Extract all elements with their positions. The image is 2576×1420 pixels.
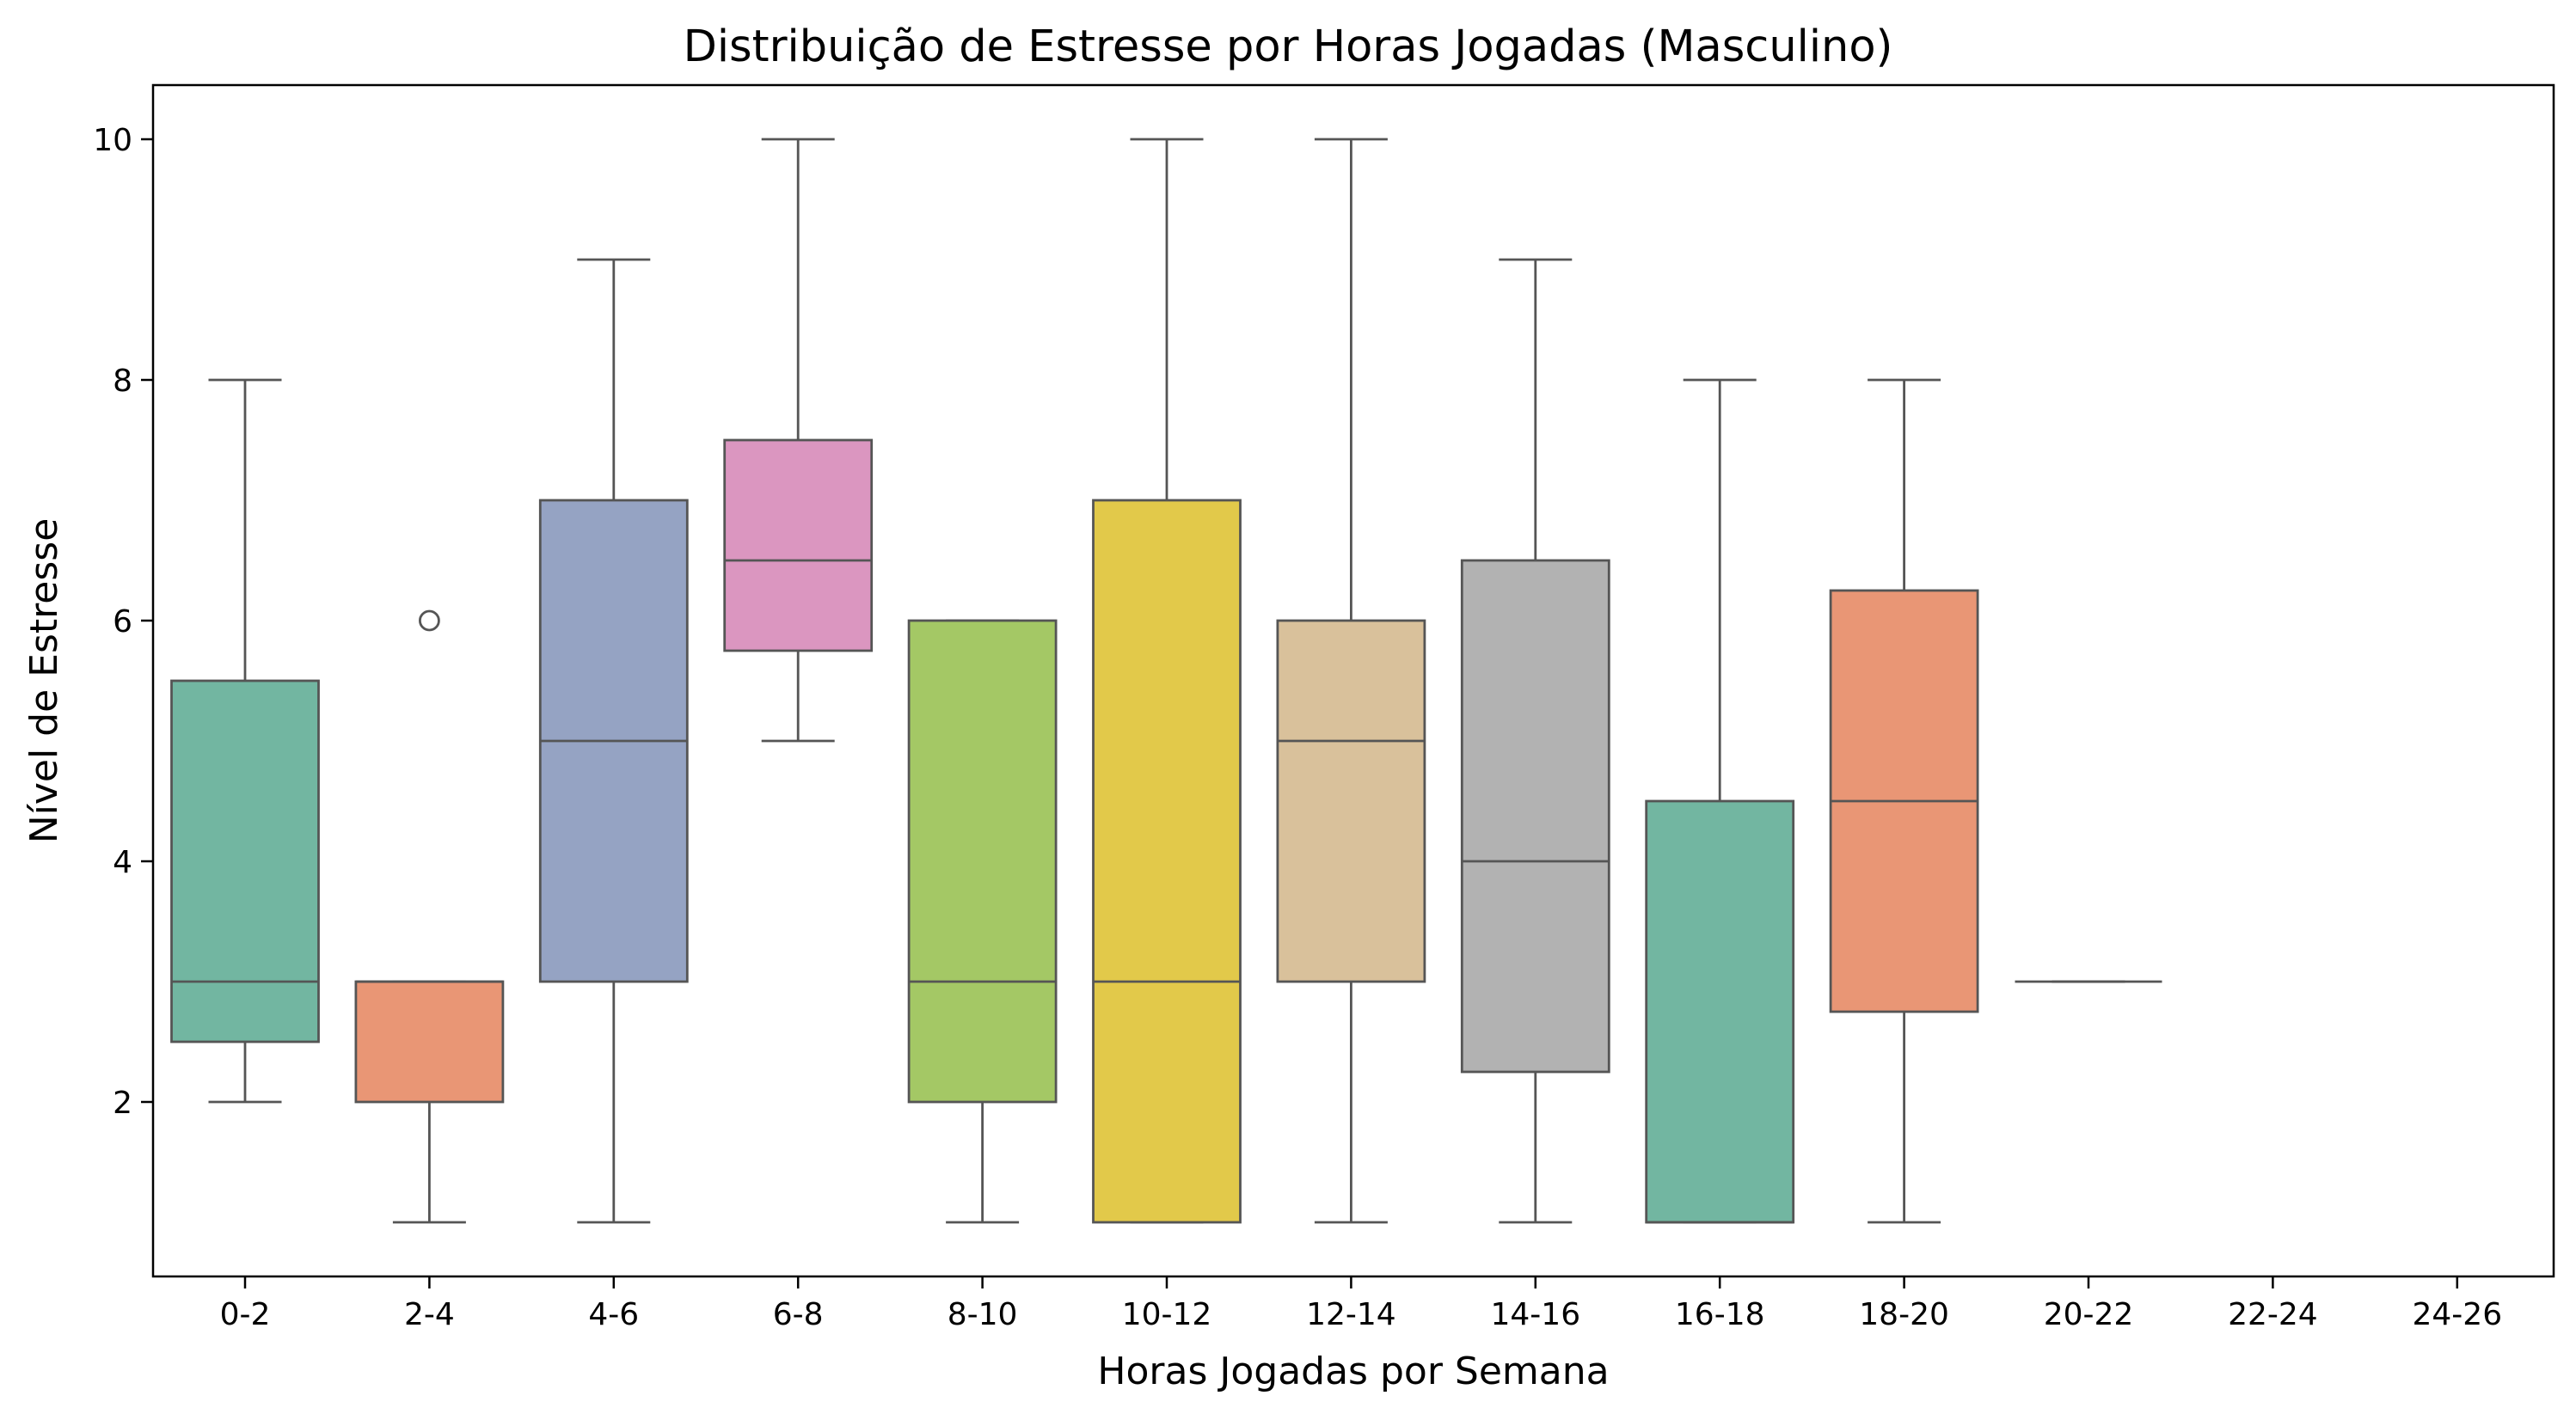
y-tick-label: 10 — [93, 123, 132, 158]
x-tick-label: 24-26 — [2412, 1297, 2502, 1332]
x-tick-label: 16-18 — [1675, 1297, 1765, 1332]
x-tick-label: 6-8 — [773, 1297, 824, 1332]
x-tick-label: 20-22 — [2044, 1297, 2134, 1332]
box-2-4 — [354, 980, 505, 1104]
plot-frame — [151, 83, 2555, 1278]
y-tick-label: 2 — [113, 1086, 132, 1121]
box-12-14 — [1276, 619, 1426, 983]
x-tick-label: 14-16 — [1490, 1297, 1580, 1332]
chart-title: Distribuição de Estresse por Horas Jogad… — [684, 21, 1893, 72]
plot-area: 0-2 2-4 4-6 6-8 8-10 10-12 12-14 14-16 16-18 18-2… — [93, 123, 2502, 1332]
y-tick-label: 6 — [113, 604, 132, 640]
box-14-16 — [1460, 559, 1610, 1074]
y-tick-label: 4 — [113, 845, 132, 880]
box-0-2 — [170, 679, 320, 1044]
x-tick-label: 10-12 — [1122, 1297, 1212, 1332]
y-tick-label: 8 — [113, 364, 132, 399]
box-10-12 — [1092, 499, 1242, 1224]
box-6-8 — [723, 438, 874, 652]
x-tick-label: 22-24 — [2228, 1297, 2318, 1332]
box-16-18 — [1645, 799, 1795, 1224]
x-tick-label: 2-4 — [404, 1297, 455, 1332]
x-axis-label: Horas Jogadas por Semana — [1097, 1350, 1609, 1393]
x-tick-label: 8-10 — [948, 1297, 1018, 1332]
x-tick-label: 4-6 — [588, 1297, 639, 1332]
x-tick-label: 12-14 — [1306, 1297, 1396, 1332]
outlier-point — [418, 609, 440, 632]
box-8-10 — [907, 619, 1058, 1104]
x-tick-label: 0-2 — [220, 1297, 271, 1332]
y-axis-label: Nível de Estresse — [22, 518, 66, 844]
x-tick-label: 18-20 — [1859, 1297, 1949, 1332]
